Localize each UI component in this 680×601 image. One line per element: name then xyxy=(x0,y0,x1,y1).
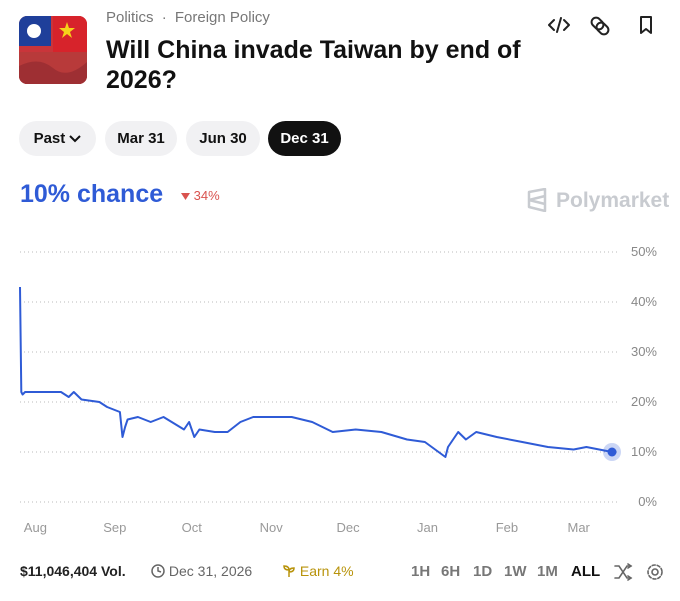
breadcrumb: Politics · Foreign Policy xyxy=(106,9,270,26)
header-actions xyxy=(548,16,652,36)
line xyxy=(19,286,613,458)
range-button[interactable]: ALL xyxy=(571,563,601,580)
x-tick-label: Feb xyxy=(496,520,518,535)
market-image xyxy=(19,16,87,84)
earn-text: Earn 4% xyxy=(299,563,354,579)
earn-icon xyxy=(283,565,295,577)
x-tick-label: Aug xyxy=(24,520,47,535)
range-button[interactable]: 6H xyxy=(441,563,461,580)
tab-past[interactable]: Past xyxy=(19,121,96,156)
change-value: 34% xyxy=(193,188,220,203)
earn[interactable]: Earn 4% xyxy=(282,563,354,579)
x-tick-label: Oct xyxy=(182,520,203,535)
link-button[interactable] xyxy=(590,16,611,36)
range-button[interactable]: 1D xyxy=(473,563,493,580)
end-date: Dec 31, 2026 xyxy=(151,563,252,579)
y-tick-label: 20% xyxy=(631,394,657,409)
tab-label: Past xyxy=(33,130,66,147)
end-date-text: Dec 31, 2026 xyxy=(168,563,253,579)
shuffle-button[interactable] xyxy=(614,563,633,581)
change: 34% xyxy=(181,188,220,203)
chart: 0% 10% 20% 30% 40% 50% Aug Sep Oct Nov Dec Jan Feb Ma… xyxy=(19,244,657,535)
chance: 10% chance xyxy=(20,180,164,208)
subcategory[interactable]: Foreign Policy xyxy=(174,9,270,26)
x-tick-label: Nov xyxy=(260,520,284,535)
end-point xyxy=(607,447,617,457)
chart-tools xyxy=(614,563,663,581)
range-button[interactable]: 1W xyxy=(504,563,527,580)
range-button[interactable]: 1M xyxy=(537,563,558,580)
market-title: Will China invade Taiwan by end of 2026? xyxy=(106,36,521,94)
embed-button[interactable] xyxy=(548,17,570,33)
brand-logo xyxy=(527,188,547,212)
y-tick-label: 0% xyxy=(638,494,657,509)
y-tick-label: 50% xyxy=(631,244,657,259)
brand: Polymarket xyxy=(556,189,670,212)
x-tick-label: Sep xyxy=(103,520,126,535)
bookmark-button[interactable] xyxy=(640,16,652,34)
separator: · xyxy=(161,9,167,26)
chevron xyxy=(69,135,82,143)
settings-button[interactable] xyxy=(647,564,663,580)
tab[interactable]: Jun 30 xyxy=(186,121,260,156)
range-button[interactable]: 1H xyxy=(411,563,431,580)
tab[interactable]: Mar 31 xyxy=(105,121,177,156)
down-arrow xyxy=(181,193,190,200)
y-tick-label: 30% xyxy=(631,344,657,359)
clock-icon xyxy=(151,564,165,578)
x-tick-label: Jan xyxy=(417,520,438,535)
x-tick-label: Mar xyxy=(567,520,590,535)
y-tick-label: 10% xyxy=(631,444,657,459)
y-tick-label: 40% xyxy=(631,294,657,309)
x-tick-label: Dec xyxy=(336,520,360,535)
category[interactable]: Politics xyxy=(106,9,154,26)
tab-active[interactable]: Dec 31 xyxy=(268,121,341,156)
volume: $11,046,404 Vol. xyxy=(20,563,126,579)
